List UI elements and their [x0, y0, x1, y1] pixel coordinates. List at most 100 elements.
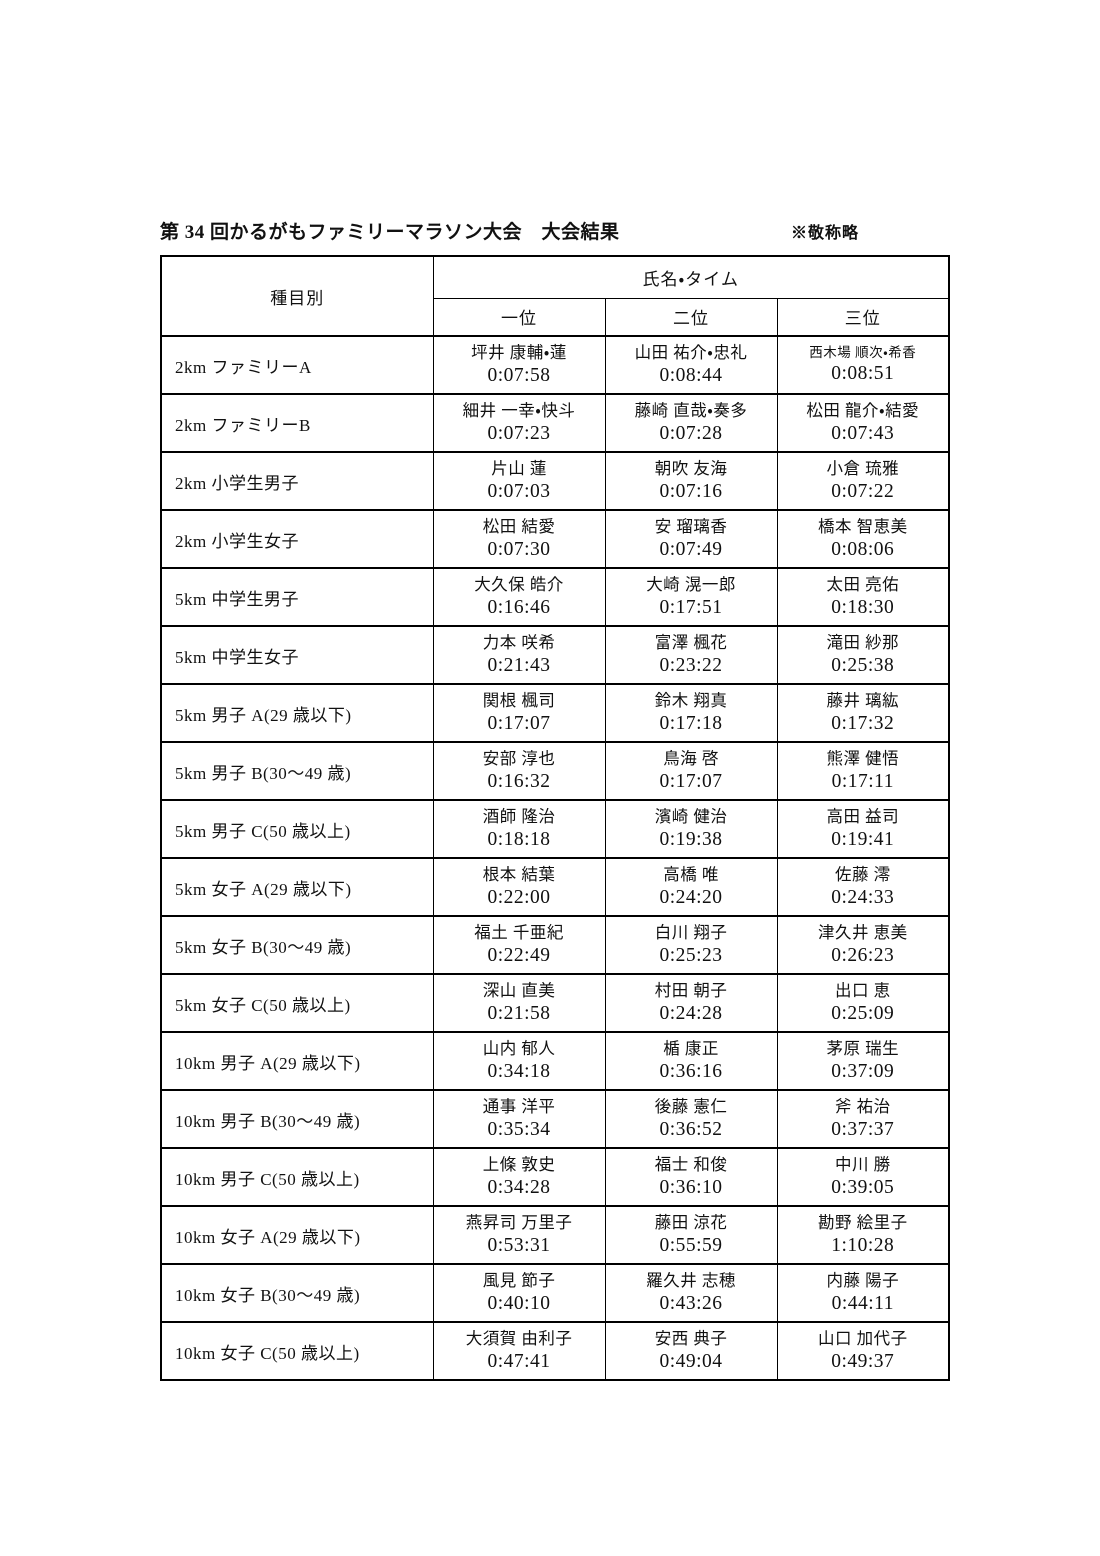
runner-time: 0:07:03	[487, 481, 551, 503]
category-cell: 10km 男子 A(29 歳以下)	[160, 1031, 434, 1091]
runner-name: 安 瑠璃香	[654, 517, 728, 537]
runner-time: 0:07:22	[831, 481, 895, 503]
result-cell: 力本 咲希 0:21:43	[432, 625, 606, 685]
runner-name: 斧 祐治	[834, 1097, 891, 1117]
runner-name: 津久井 恵美	[817, 923, 908, 943]
table-row: 10km 男子 B(30〜49 歳) 通事 洋平 0:35:34 後藤 憲仁 0…	[160, 1089, 950, 1149]
runner-name: 根本 結葉	[482, 865, 556, 885]
result-cell: 上條 敦史 0:34:28	[432, 1147, 606, 1207]
rank-header-second: 二位	[604, 297, 778, 337]
table-body: 2km ファミリーA 坪井 康輔・蓮 0:07:58 山田 祐介・忠礼 0:08…	[160, 335, 950, 1381]
runner-time: 0:19:41	[831, 829, 895, 851]
runner-name: 熊澤 健悟	[826, 749, 900, 769]
result-cell: 安 瑠璃香 0:07:49	[604, 509, 778, 569]
runner-time: 0:37:37	[831, 1119, 895, 1141]
category-cell: 2km ファミリーA	[160, 335, 434, 395]
runner-name: 風見 節子	[482, 1271, 556, 1291]
table-row: 5km 女子 B(30〜49 歳) 福土 千亜紀 0:22:49 白川 翔子 0…	[160, 915, 950, 975]
result-cell: 山口 加代子 0:49:37	[776, 1321, 950, 1381]
runner-name: 村田 朝子	[654, 981, 728, 1001]
runner-time: 0:49:04	[659, 1351, 723, 1373]
result-cell: 楯 康正 0:36:16	[604, 1031, 778, 1091]
runner-time: 0:43:26	[659, 1293, 723, 1315]
result-cell: 福士 和俊 0:36:10	[604, 1147, 778, 1207]
result-cell: 通事 洋平 0:35:34	[432, 1089, 606, 1149]
runner-time: 0:07:16	[659, 481, 723, 503]
runner-name: 鳥海 啓	[663, 749, 719, 769]
page-title: 第 34 回かるがもファミリーマラソン大会 大会結果	[160, 222, 620, 243]
runner-name: 山田 祐介・忠礼	[634, 343, 748, 363]
runner-time: 0:17:11	[831, 771, 894, 793]
result-cell: 太田 亮佑 0:18:30	[776, 567, 950, 627]
result-cell: 大須賀 由利子 0:47:41	[432, 1321, 606, 1381]
runner-time: 0:55:59	[659, 1235, 723, 1257]
runner-name: 橋本 智恵美	[817, 517, 908, 537]
runner-name: 朝吹 友海	[654, 459, 728, 479]
result-cell: 後藤 憲仁 0:36:52	[604, 1089, 778, 1149]
table-row: 10km 男子 C(50 歳以上) 上條 敦史 0:34:28 福士 和俊 0:…	[160, 1147, 950, 1207]
category-cell: 10km 女子 B(30〜49 歳)	[160, 1263, 434, 1323]
runner-name: 安西 典子	[654, 1329, 728, 1349]
runner-time: 0:26:23	[831, 945, 895, 967]
table-row: 2km 小学生男子 片山 蓮 0:07:03 朝吹 友海 0:07:16 小倉 …	[160, 451, 950, 511]
category-cell: 2km 小学生女子	[160, 509, 434, 569]
runner-name: 安部 淳也	[482, 749, 556, 769]
result-cell: 内藤 陽子 0:44:11	[776, 1263, 950, 1323]
result-cell: 西木場 順次・希香 0:08:51	[776, 335, 950, 395]
result-cell: 大崎 滉一郎 0:17:51	[604, 567, 778, 627]
runner-time: 0:17:32	[831, 713, 895, 735]
category-cell: 10km 女子 C(50 歳以上)	[160, 1321, 434, 1381]
runner-name: 茅原 瑞生	[826, 1039, 900, 1059]
category-cell: 5km 女子 A(29 歳以下)	[160, 857, 434, 917]
result-cell: 高橋 唯 0:24:20	[604, 857, 778, 917]
runner-name: 滝田 紗那	[826, 633, 900, 653]
runner-name: 福土 千亜紀	[474, 923, 564, 943]
result-cell: 佐藤 澪 0:24:33	[776, 857, 950, 917]
runner-name: 上條 敦史	[482, 1155, 556, 1175]
runner-time: 0:36:16	[659, 1061, 723, 1083]
runner-time: 0:49:37	[831, 1351, 895, 1373]
result-cell: 村田 朝子 0:24:28	[604, 973, 778, 1033]
result-cell: 山田 祐介・忠礼 0:08:44	[604, 335, 778, 395]
table-row: 2km ファミリーA 坪井 康輔・蓮 0:07:58 山田 祐介・忠礼 0:08…	[160, 335, 950, 395]
runner-time: 0:18:30	[831, 597, 895, 619]
rank-header-third: 三位	[776, 297, 950, 337]
category-cell: 5km 男子 A(29 歳以下)	[160, 683, 434, 743]
table-row: 5km 男子 A(29 歳以下) 関根 楓司 0:17:07 鈴木 翔真 0:1…	[160, 683, 950, 743]
result-cell: 細井 一幸・快斗 0:07:23	[432, 393, 606, 453]
table-row: 10km 女子 A(29 歳以下) 燕昇司 万里子 0:53:31 藤田 涼花 …	[160, 1205, 950, 1265]
category-cell: 5km 男子 B(30〜49 歳)	[160, 741, 434, 801]
runner-name: 大崎 滉一郎	[646, 575, 736, 595]
result-cell: 朝吹 友海 0:07:16	[604, 451, 778, 511]
result-cell: 安部 淳也 0:16:32	[432, 741, 606, 801]
runner-time: 0:18:18	[487, 829, 551, 851]
runner-time: 0:17:18	[659, 713, 723, 735]
category-cell: 10km 男子 B(30〜49 歳)	[160, 1089, 434, 1149]
runner-time: 0:08:44	[659, 365, 723, 387]
runner-time: 0:19:38	[659, 829, 723, 851]
table-row: 10km 男子 A(29 歳以下) 山内 郁人 0:34:18 楯 康正 0:3…	[160, 1031, 950, 1091]
runner-time: 0:25:09	[831, 1003, 895, 1025]
category-cell: 10km 女子 A(29 歳以下)	[160, 1205, 434, 1265]
results-table: 種目別 氏名・タイム 一位 二位 三位 2km ファミリーA 坪井 康輔・蓮 0…	[160, 255, 951, 1381]
runner-time: 0:40:10	[487, 1293, 551, 1315]
result-cell: 斧 祐治 0:37:37	[776, 1089, 950, 1149]
result-cell: 鳥海 啓 0:17:07	[604, 741, 778, 801]
result-cell: 深山 直美 0:21:58	[432, 973, 606, 1033]
runner-time: 0:07:23	[487, 423, 551, 445]
runner-time: 0:17:07	[487, 713, 551, 735]
runner-name: 山口 加代子	[817, 1329, 908, 1349]
runner-name: 高橋 唯	[663, 865, 719, 885]
table-row: 5km 男子 B(30〜49 歳) 安部 淳也 0:16:32 鳥海 啓 0:1…	[160, 741, 950, 801]
runner-name: 深山 直美	[482, 981, 556, 1001]
runner-time: 0:36:10	[659, 1177, 723, 1199]
result-cell: 津久井 恵美 0:26:23	[776, 915, 950, 975]
runner-time: 0:08:06	[831, 539, 895, 561]
category-cell: 5km 女子 B(30〜49 歳)	[160, 915, 434, 975]
runner-time: 0:25:23	[659, 945, 723, 967]
runner-name: 大須賀 由利子	[465, 1329, 573, 1349]
runner-name: 藤田 涼花	[654, 1213, 728, 1233]
runner-time: 0:24:20	[659, 887, 723, 909]
runner-time: 0:23:22	[659, 655, 723, 677]
result-cell: 大久保 皓介 0:16:46	[432, 567, 606, 627]
